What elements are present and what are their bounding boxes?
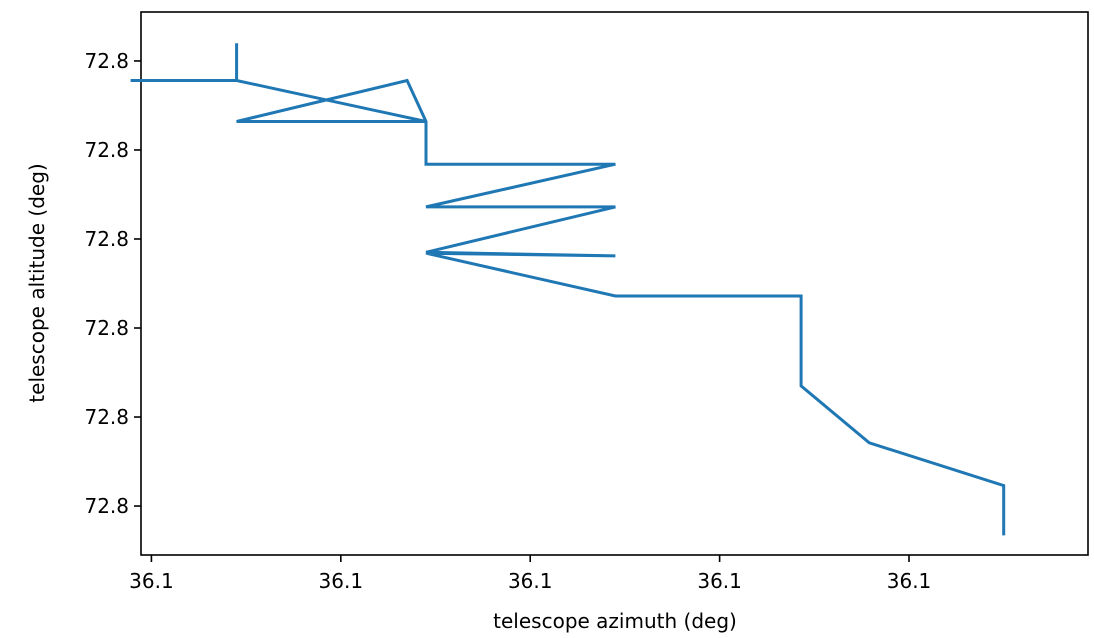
y-axis: 72.8 72.8 72.8 72.8 72.8 72.8: [84, 49, 141, 518]
x-tick-label: 36.1: [697, 569, 742, 593]
y-tick-label: 72.8: [84, 49, 129, 73]
series-line: [130, 43, 1006, 536]
y-tick-label: 72.8: [84, 494, 129, 518]
x-tick-label: 36.1: [129, 569, 174, 593]
y-tick-label: 72.8: [84, 227, 129, 251]
plot-area: [130, 11, 1089, 556]
plot-frame: [140, 11, 1089, 556]
y-axis-label: telescope altitude (deg): [25, 163, 49, 402]
y-tick-label: 72.8: [84, 316, 129, 340]
x-tick-label: 36.1: [319, 569, 364, 593]
y-tick-label: 72.8: [84, 138, 129, 162]
x-tick-label: 36.1: [508, 569, 553, 593]
x-axis-label: telescope azimuth (deg): [493, 609, 737, 633]
x-tick-label: 36.1: [887, 569, 932, 593]
y-tick-label: 72.8: [84, 405, 129, 429]
x-axis: 36.1 36.1 36.1 36.1 36.1: [129, 555, 931, 593]
series-layer: [130, 43, 1006, 536]
